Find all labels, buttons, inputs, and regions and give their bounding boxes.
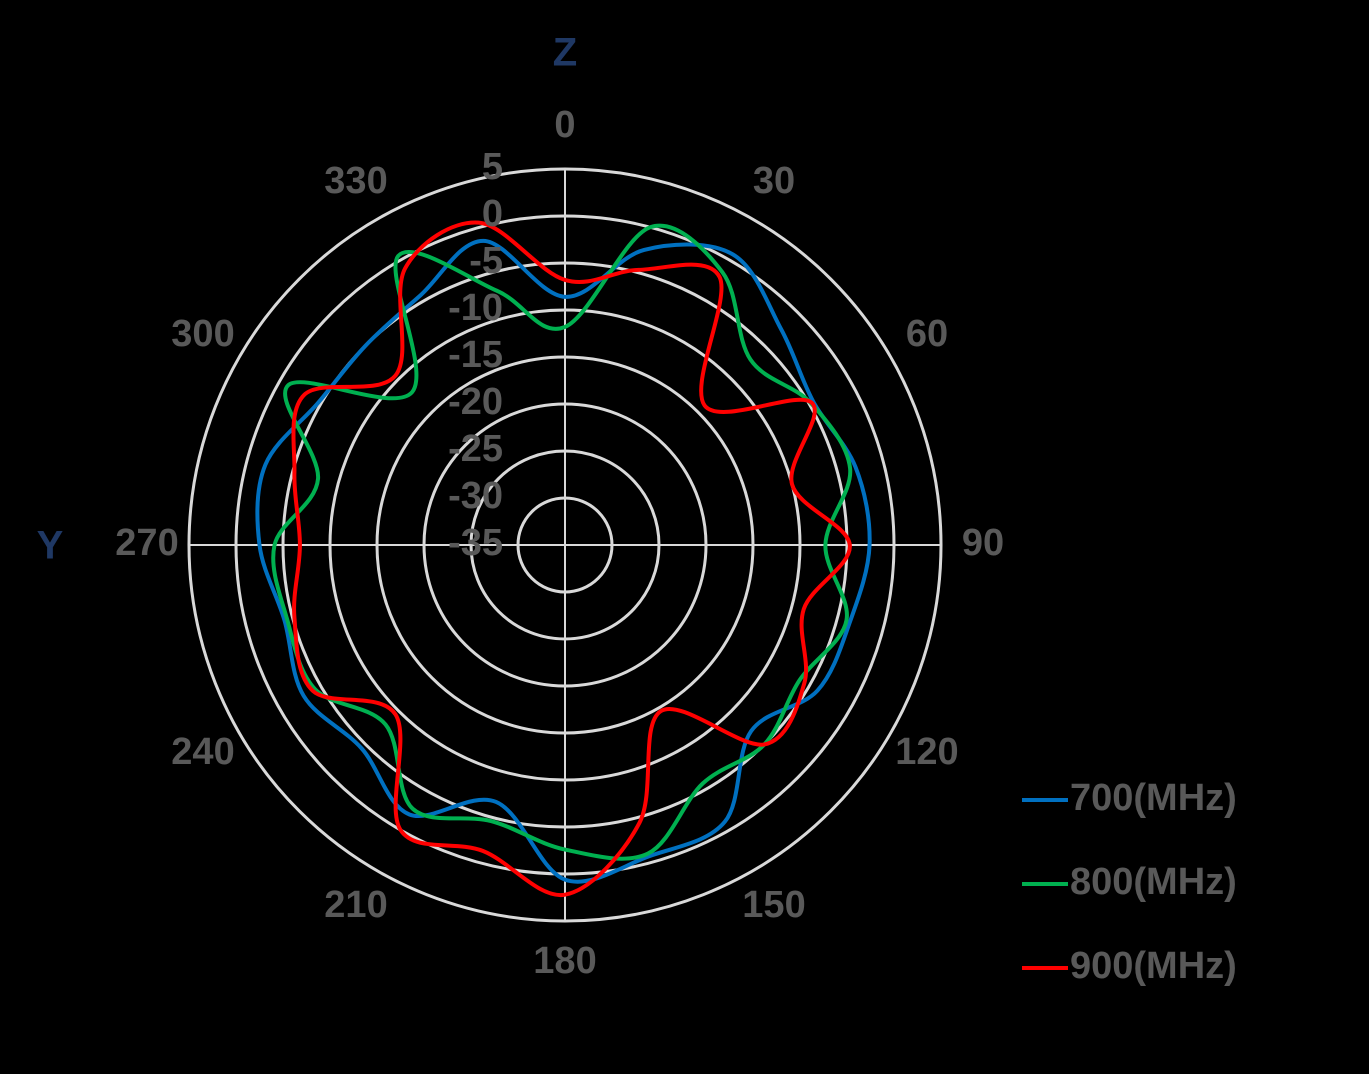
- r-tick-label: -35: [448, 522, 503, 564]
- r-tick-label: -30: [448, 475, 503, 517]
- legend-label: 800(MHz): [1070, 861, 1237, 903]
- r-tick-label: 5: [482, 146, 503, 188]
- legend-label: 900(MHz): [1070, 945, 1237, 987]
- r-tick-label: -10: [448, 287, 503, 329]
- theta-tick-label: 330: [324, 160, 387, 202]
- theta-tick-label: 30: [753, 160, 795, 202]
- legend-label: 700(MHz): [1070, 777, 1237, 819]
- series-line: [291, 220, 852, 897]
- axis-title-y: Y: [37, 524, 64, 568]
- theta-tick-label: 180: [533, 940, 596, 982]
- theta-tick-label: 90: [962, 522, 1004, 564]
- r-tick-label: 0: [482, 193, 503, 235]
- theta-tick-label: 0: [554, 104, 575, 146]
- theta-tick-label: 120: [895, 731, 958, 773]
- theta-tick-label: 270: [115, 522, 178, 564]
- theta-tick-label: 210: [324, 884, 387, 926]
- theta-tick-label: 150: [742, 884, 805, 926]
- r-tick-label: -25: [448, 428, 503, 470]
- r-tick-label: -5: [469, 240, 503, 282]
- axis-title-z: Z: [553, 31, 577, 75]
- theta-tick-label: 60: [906, 313, 948, 355]
- theta-tick-label: 240: [171, 731, 234, 773]
- theta-tick-label: 300: [171, 313, 234, 355]
- r-tick-label: -20: [448, 381, 503, 423]
- r-tick-label: -15: [448, 334, 503, 376]
